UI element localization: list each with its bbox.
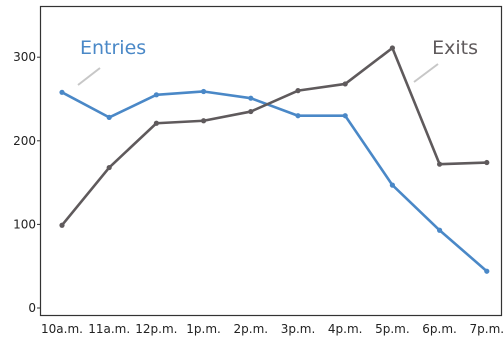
data-point-entries <box>484 268 490 274</box>
data-point-entries <box>59 89 65 95</box>
series-label-exits: Exits <box>432 37 478 59</box>
data-point-entries <box>389 182 395 188</box>
series-label-leader <box>77 67 101 86</box>
y-axis-ticks: 0 100 200 300 <box>13 50 41 315</box>
data-point-exits <box>153 120 159 126</box>
series-labels: Entries Exits <box>77 37 478 86</box>
series-lines <box>59 45 490 274</box>
x-axis-ticks: 10a.m. 11a.m. 12p.m. 1p.m. 2p.m. 3p.m. 4p.m. 5p… <box>41 322 504 336</box>
data-point-exits <box>59 222 65 228</box>
data-point-exits <box>295 88 301 94</box>
data-point-exits <box>201 118 207 124</box>
x-tick-label: 1p.m. <box>186 322 221 336</box>
data-point-exits <box>342 81 348 87</box>
data-point-entries <box>295 113 301 119</box>
series-label-leader <box>413 63 439 83</box>
data-point-entries <box>201 88 207 95</box>
y-tick-label: 0 <box>28 301 36 315</box>
series-line-entries <box>61 90 488 273</box>
x-tick-label: 5p.m. <box>375 322 410 336</box>
data-point-entries <box>153 92 159 98</box>
data-point-exits <box>389 45 395 51</box>
series-label-entries: Entries <box>80 37 146 59</box>
data-point-exits <box>248 108 254 115</box>
data-point-entries <box>106 114 112 120</box>
y-tick-label: 300 <box>13 50 36 64</box>
x-tick-label: 3p.m. <box>281 322 316 336</box>
data-point-exits <box>106 164 112 171</box>
x-tick-label: 4p.m. <box>328 322 363 336</box>
data-point-exits <box>484 159 490 166</box>
x-tick-label: 2p.m. <box>234 322 269 336</box>
y-tick-label: 100 <box>13 217 36 231</box>
y-tick-label: 200 <box>13 134 36 148</box>
x-tick-label: 10a.m. <box>41 322 83 336</box>
data-point-exits <box>437 161 443 167</box>
x-tick-label: 11a.m. <box>88 322 130 336</box>
series-line-exits <box>60 46 487 227</box>
data-point-entries <box>342 113 348 119</box>
data-point-entries <box>437 227 443 233</box>
plot-frame <box>39 5 503 317</box>
x-tick-label: 7p.m. <box>470 322 504 336</box>
x-tick-label: 12p.m. <box>135 322 177 336</box>
data-point-entries <box>248 95 254 101</box>
x-tick-label: 6p.m. <box>422 322 457 336</box>
